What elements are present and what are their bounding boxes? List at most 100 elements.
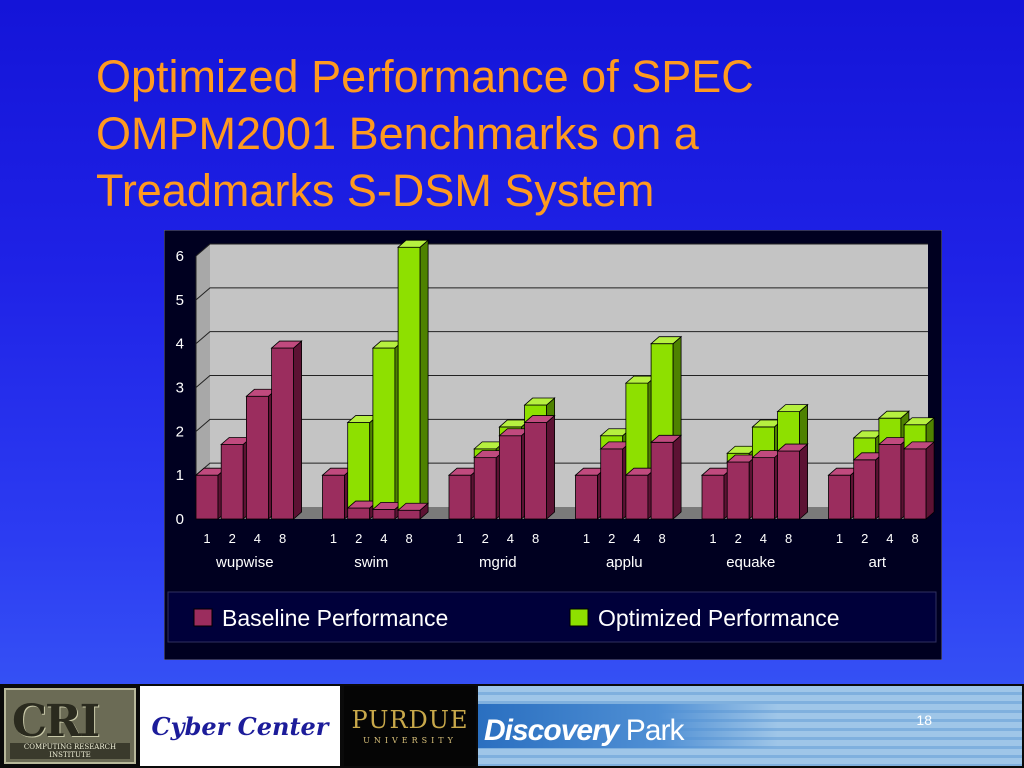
optimized-bar-top	[776, 404, 809, 413]
x-tick-label: 4	[760, 531, 767, 546]
baseline-bar-front	[347, 507, 371, 520]
baseline-bar-side	[672, 434, 682, 520]
x-tick-label: 8	[532, 531, 539, 546]
legend-label: Optimized Performance	[598, 605, 840, 631]
purdue-logo-name: PURDUE	[351, 706, 469, 734]
optimized-bar-top	[397, 239, 430, 248]
x-tick-label: 1	[203, 531, 210, 546]
baseline-bar-front	[650, 441, 674, 520]
optimized-bar-top	[903, 417, 936, 426]
x-tick-label: 2	[355, 531, 362, 546]
group-label: equake	[726, 554, 775, 571]
legend-label: Baseline Performance	[222, 605, 448, 631]
optimized-bar-side	[419, 239, 429, 512]
y-tick-label: 6	[176, 248, 184, 265]
optimized-bar-front	[625, 382, 649, 476]
baseline-bar	[397, 502, 430, 520]
optimized-bar-side	[672, 335, 682, 444]
slide-title: Optimized Performance of SPEC OMPM2001 B…	[96, 48, 976, 219]
baseline-bar-front	[903, 448, 927, 520]
optimized-bar-front	[397, 246, 421, 511]
group-label: swim	[354, 554, 388, 571]
baseline-bar-front	[271, 347, 294, 520]
baseline-bar-front	[701, 474, 725, 520]
group-label: mgrid	[479, 554, 517, 571]
y-tick-label: 1	[176, 467, 184, 484]
group-label: art	[869, 554, 887, 571]
chart-floor	[196, 507, 928, 519]
x-tick-label: 1	[583, 531, 590, 546]
cyber-center-logo: Cyber Center	[140, 686, 340, 766]
discovery-word: Discovery	[484, 714, 619, 747]
x-tick-label: 8	[405, 531, 412, 546]
y-tick-label: 4	[176, 336, 184, 353]
baseline-bar-side	[799, 443, 808, 520]
baseline-bar-front	[878, 444, 902, 520]
baseline-bar	[194, 467, 228, 520]
group-label: wupwise	[215, 554, 274, 571]
gridline	[195, 331, 928, 345]
baseline-bar-front	[220, 444, 244, 520]
baseline-bar-front	[372, 508, 396, 520]
discovery-park-name: Discovery Park	[484, 714, 685, 748]
group-label: applu	[606, 554, 643, 571]
x-tick-label: 4	[380, 531, 387, 546]
optimized-bar-top	[650, 336, 683, 345]
optimized-bar	[776, 403, 809, 452]
baseline-bar-front	[246, 395, 269, 520]
gridline	[195, 287, 928, 301]
x-tick-label: 4	[254, 531, 261, 546]
title-line-1: Optimized Performance of SPEC	[96, 51, 754, 102]
x-tick-label: 2	[608, 531, 615, 546]
title-line-2: OMPM2001 Benchmarks on a	[96, 108, 699, 159]
x-tick-label: 8	[279, 531, 286, 546]
baseline-bar-front	[752, 457, 775, 520]
baseline-bar-top	[650, 434, 683, 443]
baseline-bar-front	[473, 457, 497, 520]
x-tick-label: 4	[886, 531, 893, 546]
x-tick-label: 8	[911, 531, 918, 546]
baseline-bar	[650, 434, 683, 520]
baseline-bar-top	[523, 415, 556, 423]
baseline-bar-front	[853, 459, 877, 520]
baseline-bar-front	[600, 448, 624, 520]
optimized-bar-top	[523, 397, 556, 406]
optimized-bar	[397, 239, 430, 512]
purdue-logo-sub: UNIVERSITY	[363, 736, 457, 745]
y-tick-label: 3	[176, 380, 184, 397]
legend-swatch	[193, 608, 213, 627]
y-tick-label: 2	[176, 423, 184, 440]
baseline-bar-front	[322, 474, 345, 520]
park-word: Park	[625, 714, 685, 747]
optimized-bar	[650, 335, 683, 444]
discovery-band	[478, 704, 778, 748]
gridline	[195, 243, 928, 257]
optimized-bar-front	[347, 422, 371, 509]
legend-swatch	[569, 608, 589, 627]
baseline-bar-top	[776, 443, 809, 452]
footer-logo-bar: CRI COMPUTING RESEARCH INSTITUTE Cyber C…	[0, 684, 1024, 768]
baseline-bar-front	[575, 474, 598, 520]
baseline-bar-front	[524, 422, 548, 520]
baseline-bar	[700, 467, 734, 520]
x-tick-label: 1	[709, 531, 716, 546]
x-tick-label: 4	[507, 531, 514, 546]
optimized-bar-front	[650, 343, 674, 443]
y-tick-label: 0	[176, 511, 184, 528]
baseline-bar-top	[270, 340, 303, 349]
cri-logo-subtitle: COMPUTING RESEARCH INSTITUTE	[10, 743, 130, 759]
baseline-bar-front	[448, 474, 472, 520]
optimized-bar-front	[372, 347, 396, 510]
legend-box	[167, 591, 937, 643]
x-tick-label: 8	[785, 531, 792, 546]
x-tick-label: 1	[456, 531, 463, 546]
x-tick-label: 2	[735, 531, 742, 546]
x-tick-label: 8	[658, 531, 665, 546]
baseline-bar-front	[726, 461, 750, 520]
cri-logo: CRI COMPUTING RESEARCH INSTITUTE	[4, 688, 136, 764]
gridline	[195, 418, 928, 432]
baseline-bar-front	[777, 450, 800, 520]
optimized-bar-top	[877, 410, 910, 419]
baseline-bar	[776, 443, 809, 520]
